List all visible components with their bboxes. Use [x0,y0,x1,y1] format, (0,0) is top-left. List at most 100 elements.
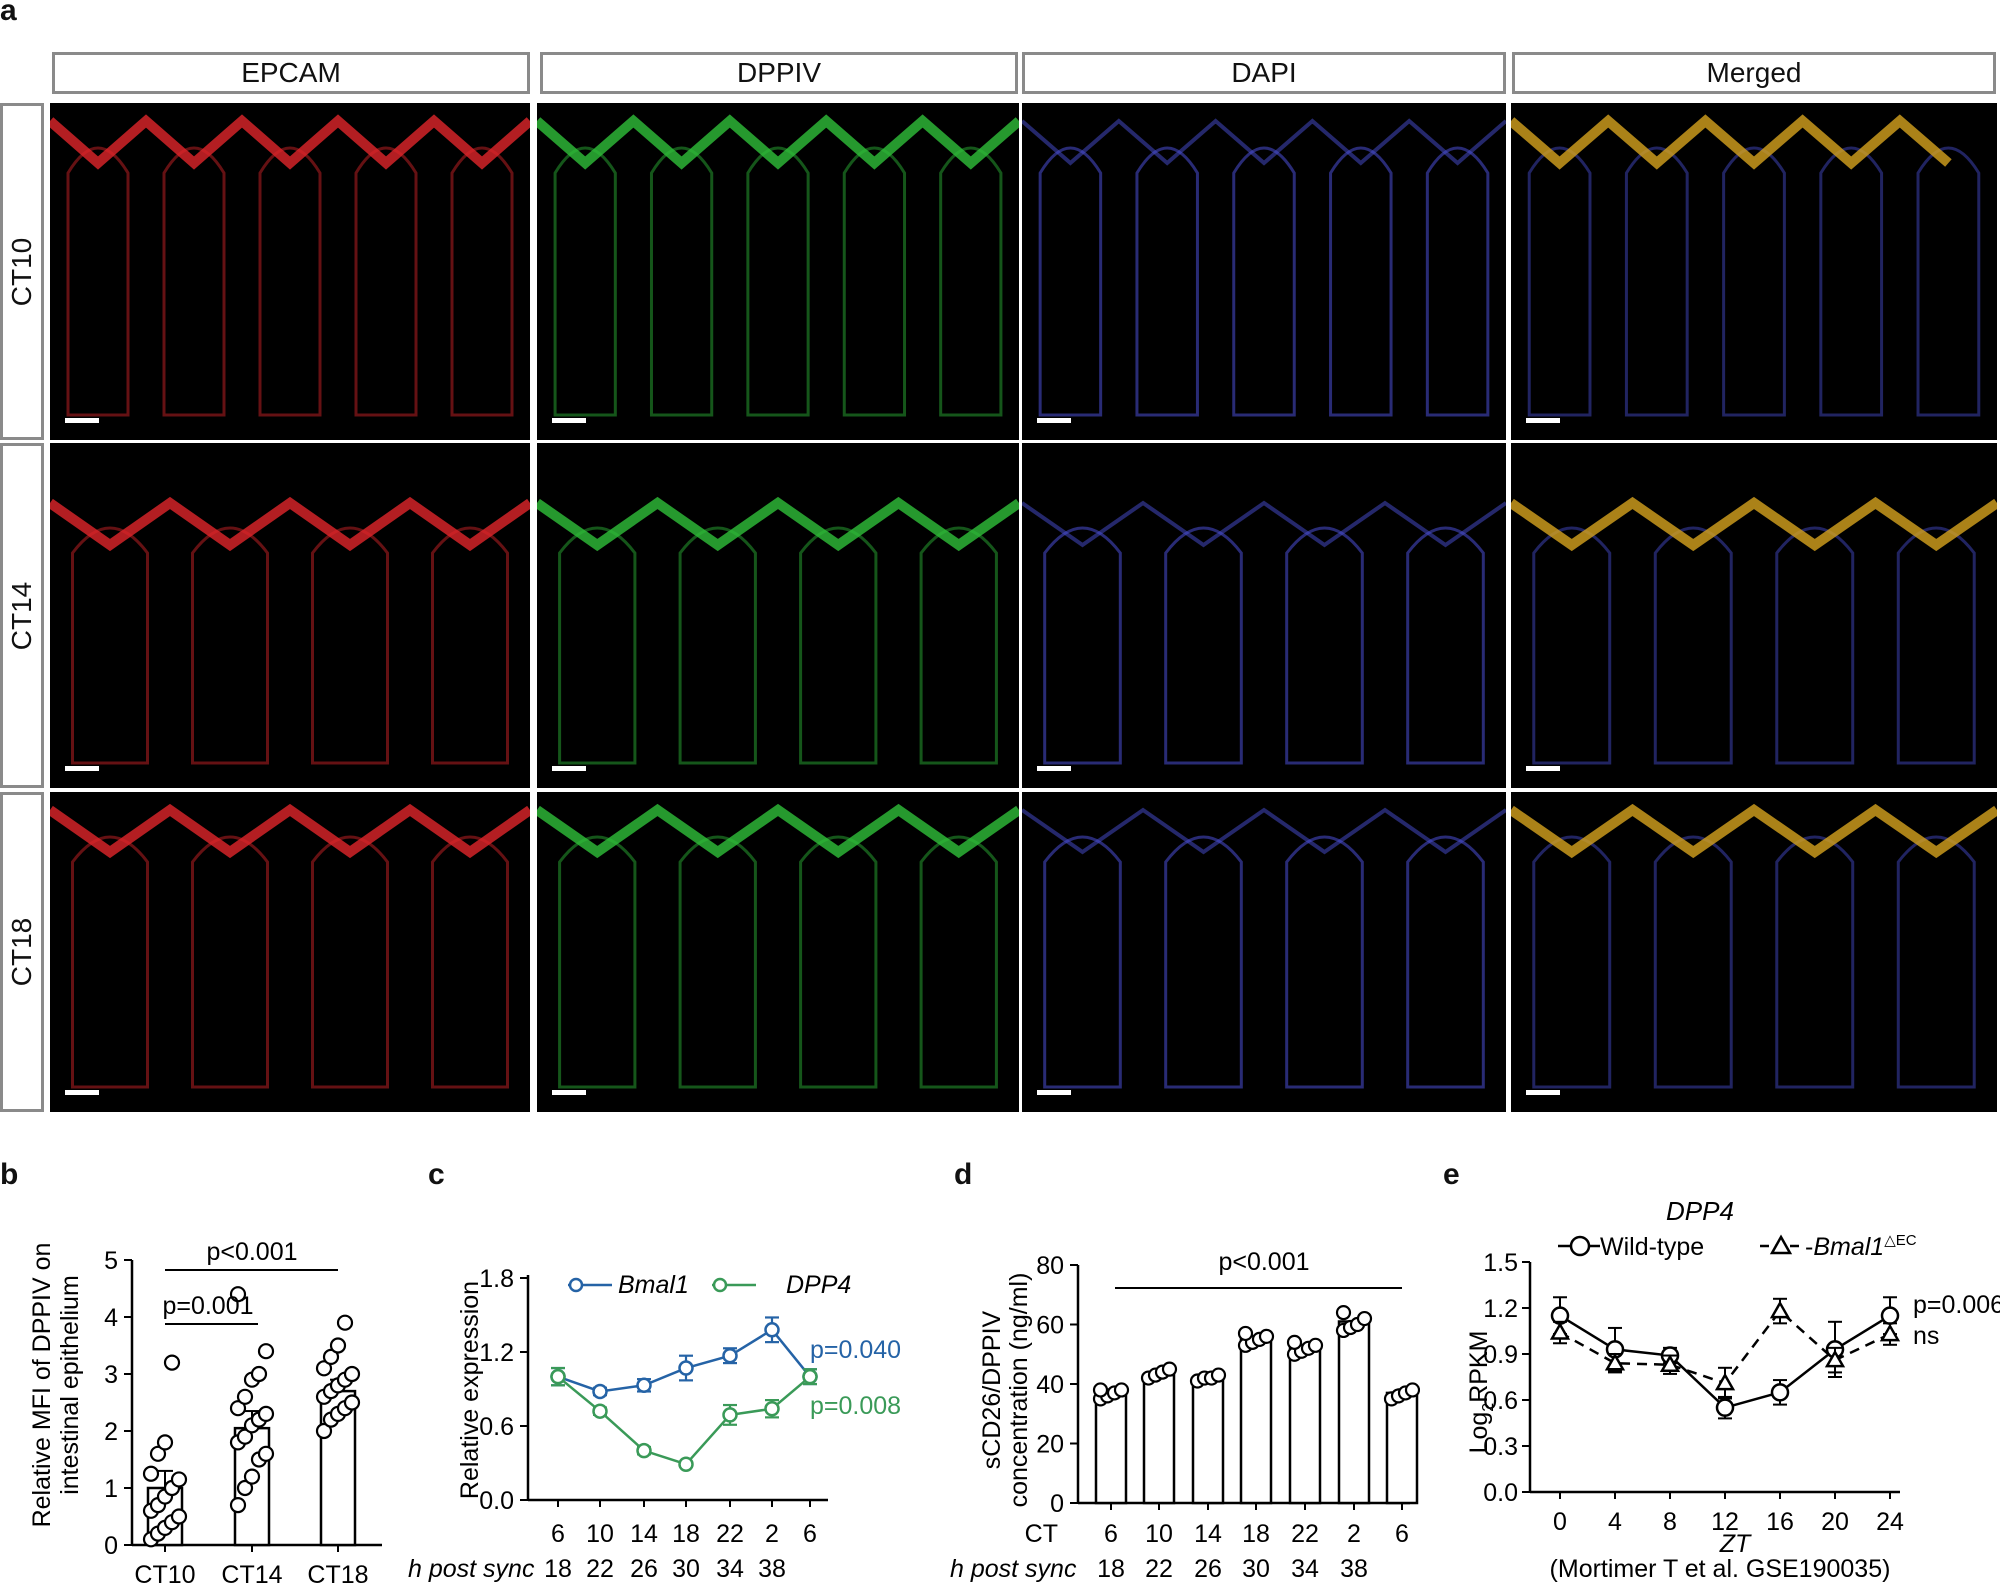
micrograph-ct18-dapi [1022,792,1506,1112]
crypt-outline [431,835,509,1089]
crypt-outline [1775,835,1855,1089]
chart-b-xtick-label: CT18 [307,1561,368,1585]
chart-c-xtick-sync: 30 [672,1555,700,1583]
chart-c-xtick-ct: 22 [716,1520,744,1548]
column-header-label: Merged [1706,57,1802,88]
scale-bar [65,418,99,423]
chart-b-point [229,1286,247,1303]
chart-e-legend-wt: Wild-type [1600,1233,1704,1261]
chart-c-ytick-label: 0.6 [479,1413,514,1441]
crypt-outline [842,146,907,417]
crypt-outline [919,835,998,1089]
panel-letter-a: a [0,0,17,27]
column-header-dppiv: DPPIV [540,52,1018,94]
epithelial-surface [1511,496,1997,552]
chart-b-point [322,1348,340,1365]
chart-d-ytick-label: 20 [1036,1431,1064,1459]
chart-c-point [592,1403,608,1419]
micrograph-ct10-dppiv [537,103,1019,440]
chart-d-bar [1142,1373,1176,1505]
chart-d-bar [1288,1347,1322,1505]
crypt-outline [919,526,998,765]
chart-d-point [1113,1382,1130,1398]
chart-e-xtick-label: 24 [1876,1508,1904,1536]
chart-e-point-bmal1-ko [1604,1352,1626,1371]
chart-b-point [170,1508,188,1525]
row-header-label: CT14 [6,581,37,650]
chart-c-xtick-ct: 10 [586,1520,614,1548]
chart-d-sig: p<0.001 [1218,1248,1309,1276]
column-header-dapi: DAPI [1022,52,1506,94]
chart-d-xtick-sync: 18 [1097,1555,1125,1583]
chart-b-point [229,1497,247,1514]
micrograph-ct18-merged [1511,792,1997,1112]
micrograph-ct18-epcam [50,792,530,1112]
chart-e-xtick-label: 20 [1821,1508,1849,1536]
chart-c-xtick-ct: 6 [551,1520,565,1548]
chart-b-xtick-label: CT10 [134,1561,195,1585]
micrograph-tissue [1022,500,1506,765]
crypt-outline [1043,835,1122,1089]
panel-letter-e: e [1443,1158,1460,1191]
epithelial-surface [50,114,530,170]
chart-e-xtick-label: 8 [1663,1508,1677,1536]
scale-bar [1526,418,1560,423]
crypt-outline [71,526,149,765]
chart-b-mfi: Relative MFI of DPPIV on intestinal epit… [28,1238,382,1585]
crypt-outline [431,526,509,765]
crypt-outline [258,146,322,417]
row-header-label: CT18 [6,917,37,987]
chart-d-point [1356,1310,1373,1327]
chart-d-xtick-ct: 18 [1242,1520,1270,1548]
chart-c-point [592,1383,608,1400]
column-header-label: EPCAM [241,57,341,88]
chart-e-xtick-label: 0 [1553,1508,1567,1536]
crypt-outline [1232,146,1296,417]
chart-d-point [1237,1325,1254,1342]
chart-b-point [250,1365,268,1383]
chart-e-legend-ko: -Bmal1△EC [1805,1232,1917,1261]
chart-c-xtick-ct: 18 [672,1520,700,1548]
chart-b-point [236,1428,254,1445]
micrograph-ct14-dppiv [537,443,1019,788]
epithelial-surface [1022,118,1506,166]
chart-b-sig-top: p<0.001 [206,1238,297,1266]
micrograph-tissue [50,496,530,765]
micrograph-tissue [1022,118,1506,417]
chart-c-p-dpp4: p=0.008 [810,1392,901,1420]
chart-d-bar [1239,1338,1273,1505]
crypt-outline [939,146,1003,417]
chart-d-ylabel-2: concentration (ng/ml) [1005,1273,1033,1508]
chart-d-bar [1094,1391,1128,1505]
chart-e-point-bmal1-ko [1879,1323,1901,1342]
chart-e-point-wildtype [1715,1398,1735,1417]
chart-d-xtick-ct: 6 [1395,1520,1409,1548]
chart-b-sig-low: p=0.001 [162,1292,253,1320]
crypt-outline [162,146,226,417]
crypt-outline [1653,835,1733,1089]
chart-b-point [343,1365,361,1383]
chart-d-xtick-ct: 6 [1104,1520,1118,1548]
chart-b-point [257,1343,275,1360]
crypt-outline [1653,526,1733,765]
micrograph-tissue [50,114,530,417]
scale-bar [1037,766,1071,771]
chart-d-xtick-sync: 34 [1291,1555,1319,1583]
micrograph-ct10-epcam [50,103,530,440]
chart-c-xtick-sync: 22 [586,1555,614,1583]
epithelial-surface [537,803,1019,859]
chart-b-point [336,1314,354,1331]
crypt-outline [1532,835,1612,1089]
crypt-outline [1722,146,1786,417]
chart-b-ytick-label: 0 [104,1532,118,1560]
chart-b-point [315,1422,333,1440]
chart-c-point [678,1456,694,1472]
chart-b-point [229,1400,247,1417]
crypt-outline [1406,835,1485,1089]
column-header-epcam: EPCAM [52,52,530,94]
chart-b-ylabel-2: intestinal epithelium [56,1275,84,1495]
epithelial-surface [537,114,1019,170]
chart-c-xtick-sync: 38 [758,1555,786,1583]
chart-b-point [257,1445,275,1462]
chart-c-ytick-label: 0.0 [479,1487,514,1515]
